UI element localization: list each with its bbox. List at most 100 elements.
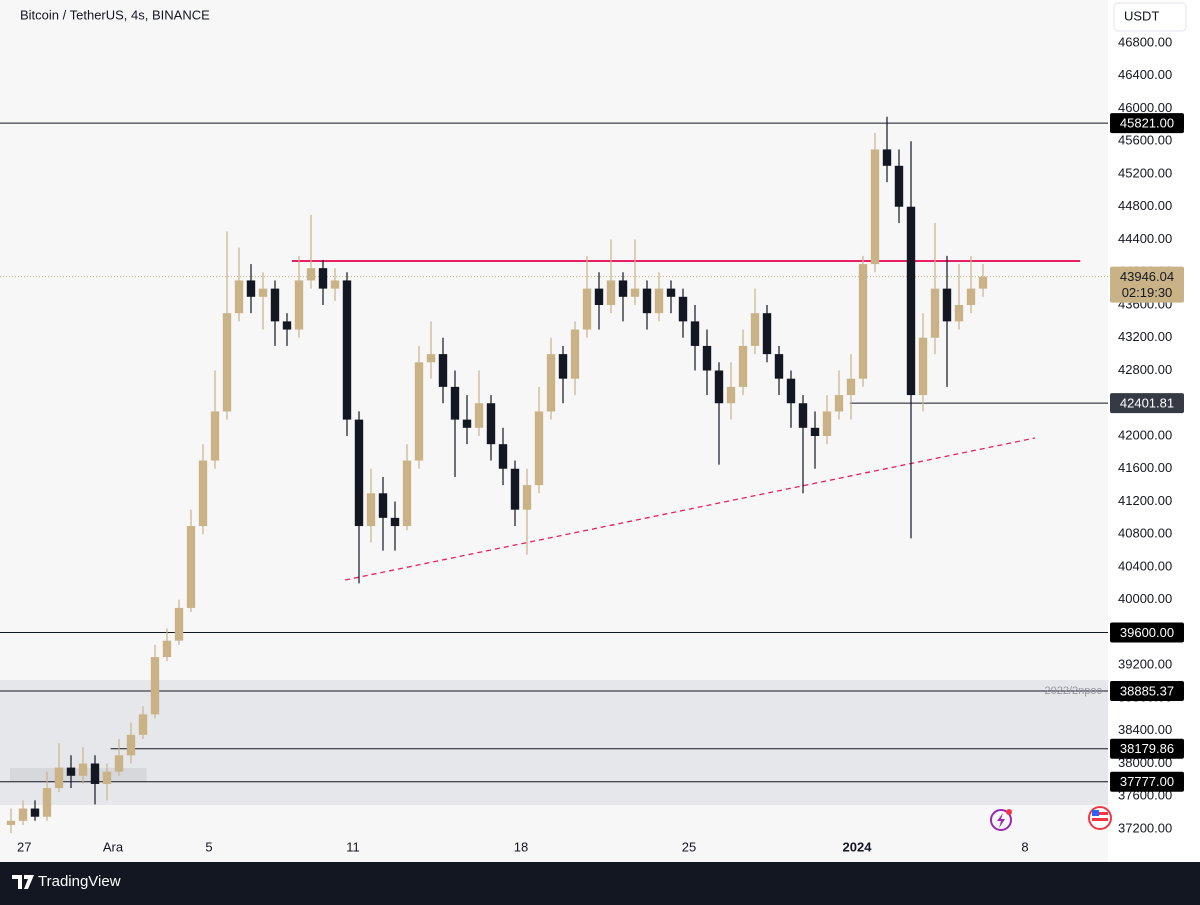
y-tick-label: 40400.00 [1118, 558, 1172, 573]
candle-body [450, 386, 460, 420]
y-tick-label: 45200.00 [1118, 165, 1172, 180]
candle-body [786, 378, 796, 404]
y-tick-label: 42000.00 [1118, 427, 1172, 442]
last-price-label: 43946.04 [1120, 269, 1174, 284]
price-axis-background [1108, 0, 1200, 862]
level-label: 38179.86 [1120, 741, 1174, 756]
x-tick-label: 25 [682, 839, 696, 854]
candle-body [654, 288, 664, 314]
candle-body [306, 268, 316, 281]
x-tick-label: 27 [17, 839, 31, 854]
lightning-icon[interactable] [990, 809, 1012, 831]
candle-body [666, 288, 676, 297]
level-label: 37777.00 [1120, 774, 1174, 789]
candle-body [162, 640, 172, 658]
candle-body [798, 403, 808, 428]
zone [10, 768, 147, 783]
candle-body [426, 354, 436, 363]
level-label: 42401.81 [1120, 396, 1174, 411]
candle-body [198, 460, 208, 527]
candle-body [726, 386, 736, 404]
candle-body [150, 657, 160, 715]
candle-body [330, 280, 340, 289]
y-tick-label: 41600.00 [1118, 460, 1172, 475]
candle-body [678, 296, 688, 322]
candle-body [54, 767, 64, 789]
candle-body [558, 354, 568, 379]
candle-body [834, 395, 844, 412]
candle-body [630, 288, 640, 297]
candle-body [270, 288, 280, 322]
candle-body [318, 268, 328, 289]
candles-layer [6, 116, 988, 834]
candle-body [462, 419, 472, 428]
candle-body [642, 288, 652, 314]
candle-body [978, 276, 988, 289]
y-tick-label: 46000.00 [1118, 100, 1172, 115]
candle-body [570, 329, 580, 379]
candle-body [174, 607, 184, 641]
candle-body [954, 304, 964, 322]
candle-body [390, 517, 400, 527]
candle-body [534, 411, 544, 486]
zones-layer [0, 679, 1108, 806]
icon-ring [990, 809, 1012, 831]
candle-body [282, 321, 292, 330]
candle-body [402, 460, 412, 527]
candle-body [378, 493, 388, 518]
candle-body [870, 149, 880, 265]
x-tick-label: 11 [346, 839, 360, 854]
candle-body [258, 288, 268, 297]
icon-stripe [1092, 818, 1108, 821]
x-tick-label: 8 [1021, 839, 1028, 854]
candle-body [690, 321, 700, 346]
brand-logo [12, 875, 34, 889]
candle-body [750, 313, 760, 346]
x-tick-label: Ara [103, 839, 124, 854]
level-label-box [1110, 738, 1184, 759]
candle-body [546, 354, 556, 412]
candle-body [30, 808, 40, 817]
x-tick-label: 18 [514, 839, 528, 854]
candle-body [714, 370, 724, 404]
candle-body [90, 763, 100, 784]
currency-label[interactable]: USDT [1124, 8, 1159, 23]
y-tick-label: 41200.00 [1118, 493, 1172, 508]
candle-body [510, 468, 520, 510]
lines-layer: 2022/2npoc [0, 122, 1108, 783]
currency-button[interactable] [1113, 2, 1187, 32]
level-label: 39600.00 [1120, 625, 1174, 640]
level-label-box [1110, 622, 1184, 643]
brand-name: TradingView [38, 873, 121, 890]
candle-body [246, 280, 256, 297]
footer-bar [0, 862, 1200, 900]
icon-stripe [1092, 812, 1108, 815]
candle-body [210, 411, 220, 461]
candle-body [354, 419, 364, 527]
candle-body [474, 403, 484, 428]
flag-icon[interactable] [1088, 806, 1112, 830]
candle-body [774, 354, 784, 379]
candle-body [126, 734, 136, 756]
y-tick-label: 44800.00 [1118, 198, 1172, 213]
icon-bolt [997, 813, 1005, 828]
candle-body [234, 280, 244, 314]
candle-body [18, 808, 28, 821]
candle-body [894, 165, 904, 207]
candle-body [618, 280, 628, 297]
candle-body [762, 313, 772, 355]
candle-body [222, 313, 232, 412]
candle-body [6, 820, 16, 825]
icon-canton [1092, 810, 1099, 816]
y-tick-label: 38400.00 [1118, 722, 1172, 737]
y-tick-label: 44400.00 [1118, 231, 1172, 246]
level-label-box [1110, 771, 1184, 792]
countdown-label: 02:19:30 [1122, 285, 1173, 300]
candle-body [294, 280, 304, 330]
candle-body [930, 288, 940, 338]
level-label-box [1110, 113, 1184, 134]
candle-body [846, 378, 856, 396]
candle-body [606, 280, 616, 305]
y-tick-label: 40800.00 [1118, 526, 1172, 541]
candle-body [102, 771, 112, 784]
